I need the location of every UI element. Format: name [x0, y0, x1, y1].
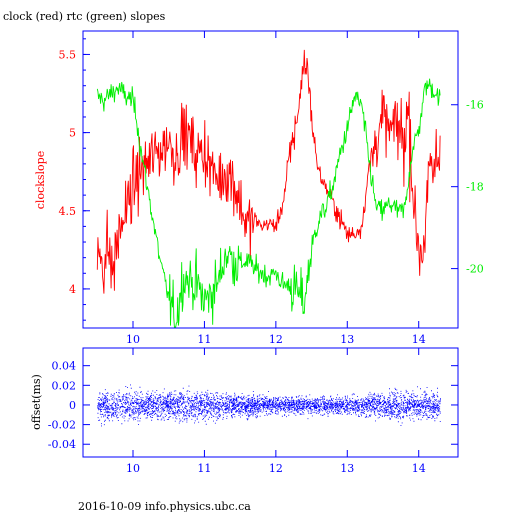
offset-frame: [82, 347, 459, 458]
x-tick-label: 13: [340, 333, 354, 346]
x-tick-label: 10: [126, 462, 140, 475]
x-tick-label: 12: [269, 462, 283, 475]
x-tick-label: 10: [126, 333, 140, 346]
x-tick-label: 11: [197, 333, 211, 346]
chart-title: clock (red) rtc (green) slopes: [3, 10, 166, 23]
y-tick-label: 5: [69, 127, 76, 140]
y2-tick-label: -20: [466, 263, 484, 276]
x-tick-label: 12: [269, 333, 283, 346]
footer-credit: 2016-10-09 info.physics.ubc.ca: [78, 500, 251, 512]
offset-tick-label: 0.02: [52, 379, 77, 392]
x-tick-label: 14: [412, 333, 426, 346]
slopes-panel: 10 11 12 13 14 4 4.5 5 5.5 -16 -18 -20 clockslope: [34, 30, 484, 346]
offset-tick-label: -0.02: [48, 419, 76, 432]
x-tick-label: 11: [197, 462, 211, 475]
x-tick-label: 13: [340, 462, 354, 475]
offset-tick-label: 0: [69, 399, 76, 412]
offset-series: [97, 384, 442, 427]
clock-slope-series: [96, 49, 441, 294]
offset-ticks: 10 11 12 13 14 0.04 0.02 0 -0.02 -0.04: [48, 348, 458, 475]
series-line: [96, 49, 441, 294]
offset-points: [97, 384, 442, 427]
y2-tick-label: -16: [466, 99, 484, 112]
offset-tick-label: 0.04: [52, 360, 77, 373]
offset-axis-label: offset(ms): [30, 374, 43, 430]
y-tick-label: 5.5: [59, 48, 77, 61]
y-axis-label: clockslope: [34, 151, 47, 209]
series-line: [96, 78, 441, 328]
rtc-slope-series: [96, 78, 441, 328]
y2-tick-label: -18: [466, 181, 484, 194]
y-tick-label: 4: [69, 283, 76, 296]
x-tick-label: 14: [412, 462, 426, 475]
offset-tick-label: -0.04: [48, 438, 76, 451]
y-tick-label: 4.5: [59, 205, 77, 218]
slopes-ticks: 10 11 12 13 14 4 4.5 5 5.5 -16 -18 -20: [59, 31, 484, 346]
offset-panel: 10 11 12 13 14 0.04 0.02 0 -0.02 -0.04 offset(ms): [30, 347, 459, 475]
